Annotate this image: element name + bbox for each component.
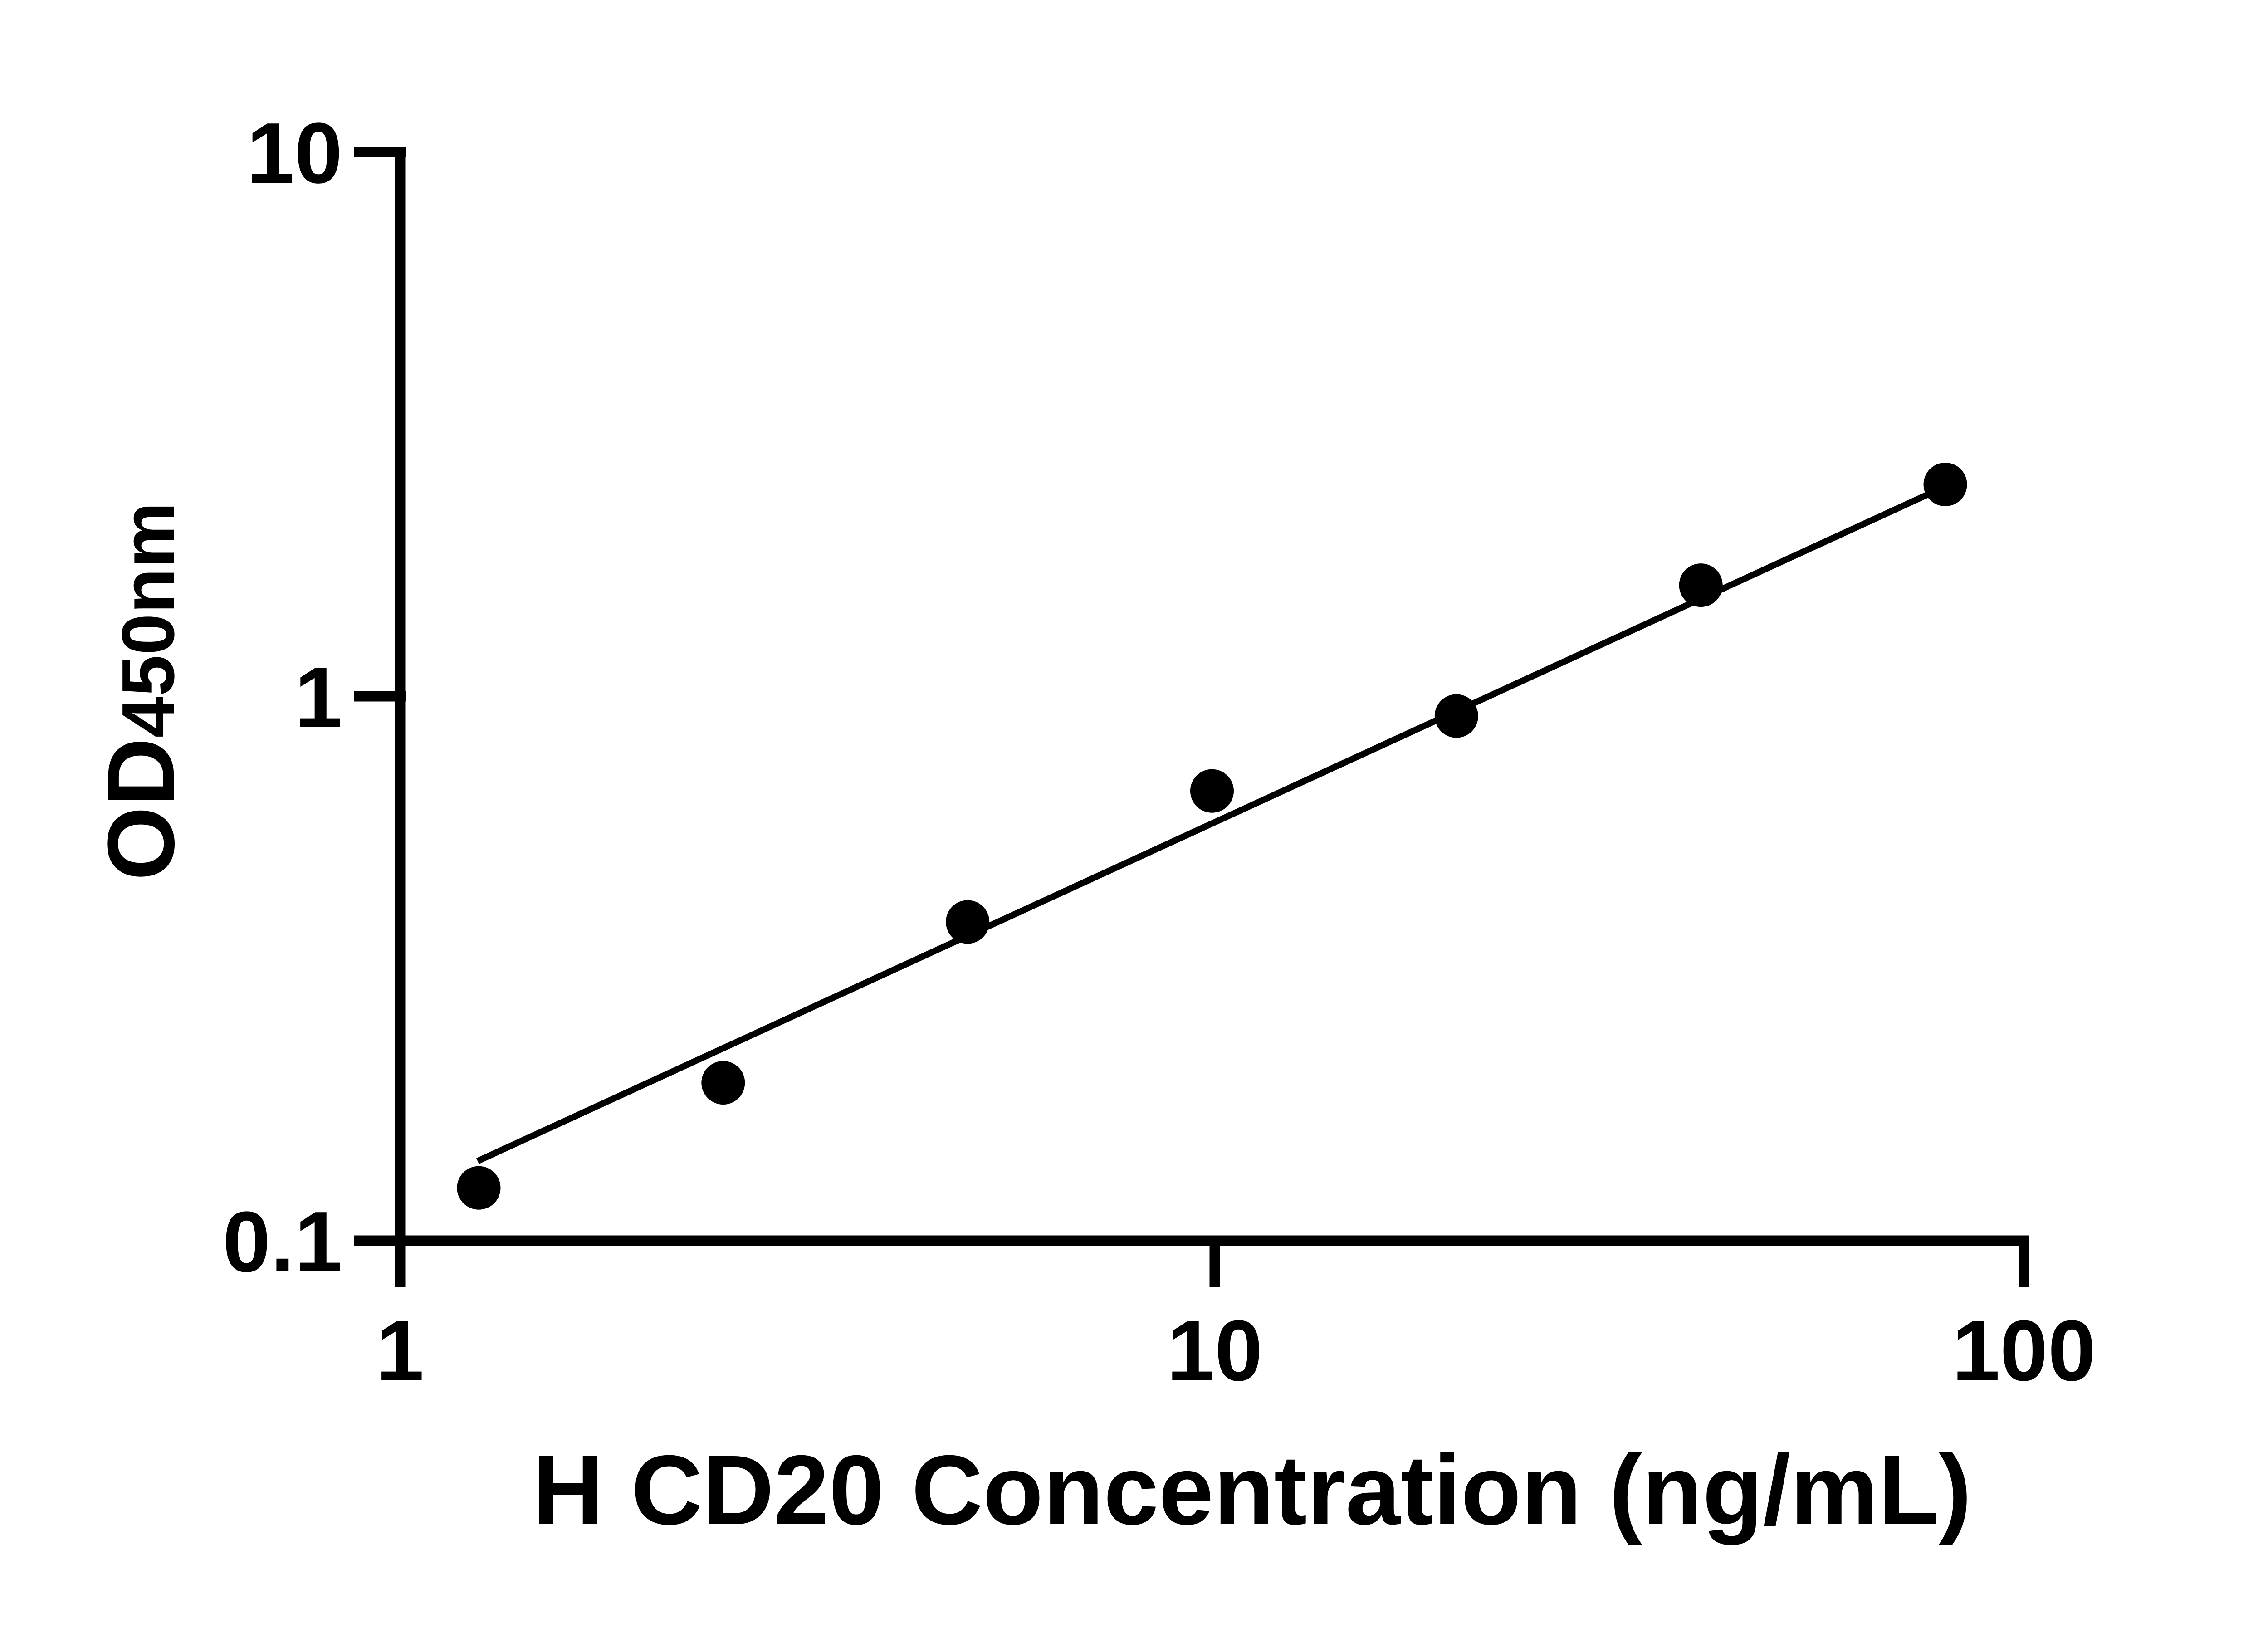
data-point (1679, 563, 1723, 607)
x-tick-labels: 1 10 100 (376, 1303, 2096, 1399)
trend-line (476, 482, 1951, 1164)
data-point (1923, 463, 1967, 506)
x-tick-label-1: 1 (376, 1303, 424, 1399)
y-tick-label-10: 10 (247, 105, 342, 201)
data-point (701, 1061, 745, 1105)
data-point (946, 900, 990, 944)
y-tick-label-1: 1 (294, 650, 342, 746)
data-point (1190, 769, 1234, 813)
data-point (457, 1166, 501, 1210)
y-axis-title-main: OD (88, 738, 194, 880)
y-tick-labels: 10 1 0.1 (223, 105, 342, 1290)
x-tick-label-10: 10 (1167, 1303, 1262, 1399)
plot-series (457, 463, 1967, 1210)
x-tick-label-100: 100 (1952, 1303, 2096, 1399)
y-axis-title-subscript: 450nm (107, 502, 190, 738)
data-point (1434, 694, 1478, 738)
y-tick-label-0.1: 0.1 (223, 1194, 342, 1290)
y-axis-title: OD450nm (88, 502, 194, 881)
axes (354, 147, 2029, 1287)
x-axis-title: H CD20 Concentration (ng/mL) (532, 1435, 1971, 1545)
